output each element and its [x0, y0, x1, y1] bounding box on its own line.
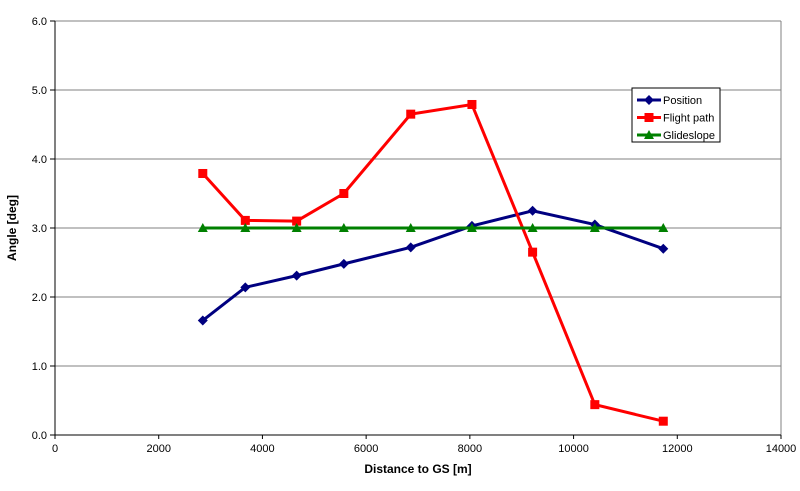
y-tick-label: 0.0	[32, 430, 47, 442]
marker-triangle	[338, 223, 349, 232]
series-line	[201, 102, 664, 423]
x-tick-label: 14000	[766, 443, 797, 455]
x-axis-title: Distance to GS [m]	[364, 462, 472, 476]
marker-triangle	[240, 223, 251, 232]
y-tick-label: 5.0	[32, 85, 47, 97]
marker-square	[644, 113, 654, 122]
marker-triangle	[589, 223, 600, 232]
marker-diamond	[658, 243, 669, 254]
x-tick-label: 10000	[558, 443, 589, 455]
x-tick-label: 0	[52, 443, 58, 455]
x-tick-label: 12000	[662, 443, 693, 455]
series-position	[197, 205, 669, 326]
y-tick-label: 1.0	[32, 361, 47, 373]
series-glideslope	[197, 223, 669, 232]
marker-diamond	[240, 282, 251, 293]
marker-diamond	[197, 315, 208, 326]
marker-square	[467, 99, 477, 109]
marker-triangle	[405, 223, 416, 232]
marker-triangle	[658, 223, 669, 232]
y-tick-label: 3.0	[32, 223, 47, 235]
series-flight-path	[198, 99, 668, 426]
marker-diamond	[644, 95, 654, 105]
marker-square	[528, 247, 538, 257]
legend-item-glideslope: Glideslope	[637, 130, 715, 142]
marker-triangle	[291, 223, 302, 232]
y-tick-label: 6.0	[32, 16, 47, 28]
marker-diamond	[405, 242, 416, 253]
marker-square	[198, 168, 208, 178]
y-tick-label: 2.0	[32, 292, 47, 304]
legend-label: Flight path	[663, 113, 714, 125]
legend-item-position: Position	[637, 95, 702, 107]
marker-triangle	[197, 223, 208, 232]
legend-item-flight-path: Flight path	[637, 113, 714, 125]
marker-square	[658, 416, 668, 426]
marker-square	[406, 109, 416, 119]
y-axis-title: Angle [deg]	[5, 195, 19, 261]
legend-label: Position	[663, 95, 702, 107]
y-tick-label: 4.0	[32, 154, 47, 166]
marker-diamond	[338, 258, 349, 269]
x-tick-label: 2000	[146, 443, 170, 455]
marker-square	[292, 216, 302, 226]
x-tick-label: 4000	[250, 443, 274, 455]
marker-square	[240, 215, 250, 225]
marker-square	[590, 400, 600, 410]
x-tick-label: 8000	[458, 443, 482, 455]
legend-label: Glideslope	[663, 130, 715, 142]
x-tick-label: 6000	[354, 443, 378, 455]
marker-triangle	[644, 130, 654, 139]
legend: Position Flight path Glideslope	[631, 87, 721, 143]
marker-triangle	[466, 223, 477, 232]
marker-diamond	[291, 270, 302, 281]
marker-square	[339, 189, 349, 198]
marker-triangle	[527, 223, 538, 232]
marker-diamond	[527, 205, 538, 216]
